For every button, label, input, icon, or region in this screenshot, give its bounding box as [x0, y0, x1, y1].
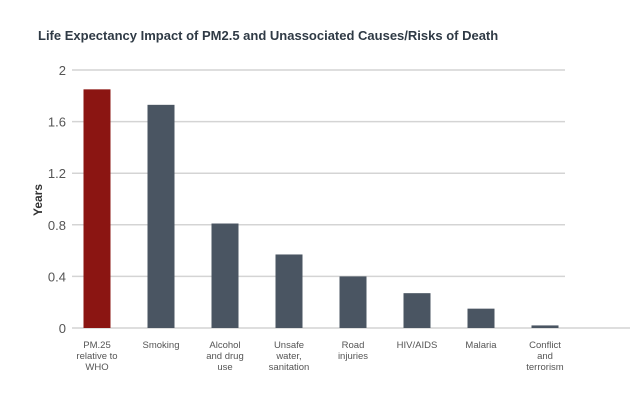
bar — [147, 104, 175, 328]
x-tick-label: Conflict — [529, 340, 561, 351]
x-tick-label: water, — [275, 351, 301, 362]
y-axis-label: Years — [31, 184, 45, 216]
x-tick-label: Unsafe — [274, 340, 304, 351]
y-tick-label: 0.4 — [48, 269, 66, 284]
y-tick-label: 2 — [59, 63, 66, 78]
x-tick-label: injuries — [338, 351, 368, 362]
x-tick-label: Malaria — [465, 340, 497, 351]
y-tick-label: 1.6 — [48, 115, 66, 130]
bar — [339, 276, 367, 328]
x-tick-label: sanitation — [269, 362, 310, 373]
x-tick-label: relative to — [76, 351, 117, 362]
x-tick-label: use — [217, 362, 232, 373]
x-tick-label: HIV/AIDS — [397, 340, 438, 351]
y-tick-label: 0.8 — [48, 218, 66, 233]
bar — [531, 325, 559, 328]
x-tick-label: Alcohol — [209, 340, 240, 351]
bar — [211, 223, 239, 328]
bar — [275, 254, 303, 328]
x-tick-label: Road — [342, 340, 365, 351]
y-tick-label: 0 — [59, 321, 66, 336]
x-tick-label: and — [537, 351, 553, 362]
x-tick-label: terrorism — [526, 362, 564, 373]
bar — [467, 308, 495, 328]
x-tick-label: Smoking — [143, 340, 180, 351]
bar — [83, 89, 111, 328]
x-tick-label: PM.25 — [83, 340, 110, 351]
chart-title: Life Expectancy Impact of PM2.5 and Unas… — [38, 28, 499, 43]
y-tick-label: 1.2 — [48, 166, 66, 181]
bar — [403, 293, 431, 328]
x-tick-label: WHO — [85, 362, 108, 373]
x-tick-label: and drug — [206, 351, 244, 362]
